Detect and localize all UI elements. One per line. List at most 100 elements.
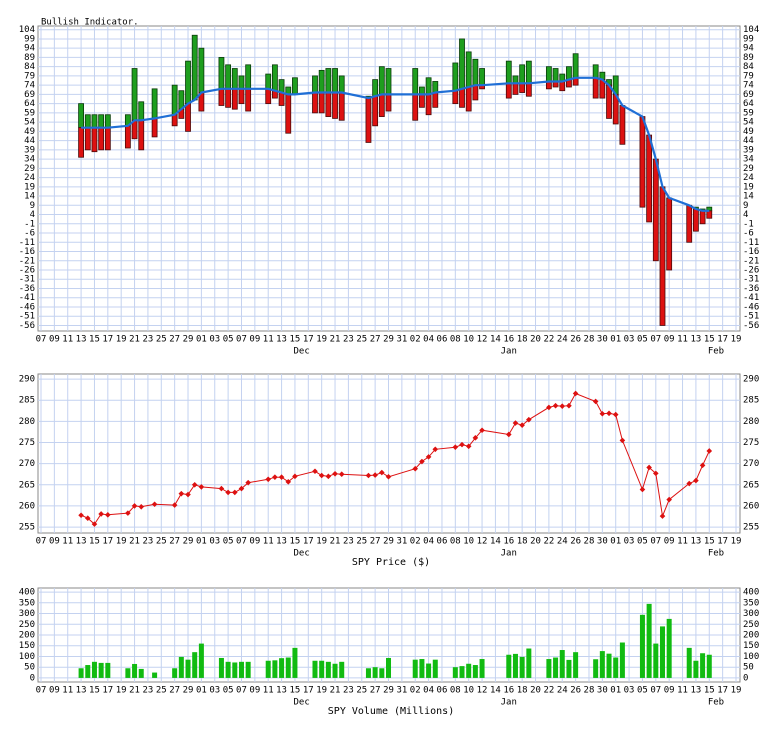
y-tick-label: 255 — [19, 523, 35, 533]
x-tick-label: 04 — [423, 537, 434, 547]
x-tick-label: 09 — [49, 686, 60, 696]
x-tick-label: 23 — [143, 686, 154, 696]
x-tick-label: 22 — [543, 686, 554, 696]
volume-bar — [232, 662, 238, 678]
y-tick-label-right: 34 — [743, 155, 754, 165]
y-tick-label: 4 — [30, 210, 35, 220]
x-tick-label: 19 — [731, 335, 742, 345]
month-label: Dec — [293, 698, 309, 708]
volume-bar — [546, 659, 552, 678]
y-tick-label-right: 300 — [743, 609, 759, 619]
x-tick-label: 30 — [597, 537, 608, 547]
panel: 07 09 11 13 15 17 19 21 23 25 27 29 01 03 05 07 09 11 13 15… — [19, 18, 760, 357]
x-tick-label: 05 — [223, 537, 234, 547]
x-tick-label: 09 — [249, 335, 260, 345]
volume-bar — [613, 657, 619, 678]
x-tick-label: 29 — [183, 335, 194, 345]
x-tick-label: 04 — [423, 335, 434, 345]
down-bar — [338, 92, 345, 121]
price-marker — [592, 398, 599, 405]
x-tick-label: 30 — [597, 335, 608, 345]
volume-bar — [105, 662, 111, 678]
x-tick-label: 29 — [383, 335, 394, 345]
volume-bar — [238, 661, 244, 678]
up-bar — [545, 66, 552, 82]
x-tick-label: 17 — [717, 537, 728, 547]
x-tick-label: 21 — [330, 537, 341, 547]
x-tick-label: 07 — [236, 335, 247, 345]
price-marker — [218, 485, 225, 492]
y-tick-label-right: -26 — [743, 266, 759, 276]
y-tick-label: -41 — [19, 293, 35, 303]
price-marker — [131, 503, 138, 509]
up-bar — [278, 79, 285, 93]
volume-bar — [566, 659, 572, 678]
up-bar — [452, 62, 459, 92]
x-tick-label: 02 — [410, 335, 421, 345]
down-bar — [225, 88, 232, 108]
up-bar — [378, 66, 385, 95]
up-bar — [198, 47, 205, 93]
down-bar — [78, 127, 84, 158]
x-tick-label: 17 — [303, 335, 314, 345]
volume-bar — [526, 648, 532, 678]
y-tick-label-right: -21 — [743, 256, 759, 266]
volume-bar — [606, 653, 612, 678]
x-axis-label: SPY Volume (Millions) — [328, 706, 454, 717]
y-tick-label-right: 44 — [743, 136, 754, 146]
x-tick-label: 09 — [664, 335, 675, 345]
x-tick-label: 17 — [102, 335, 113, 345]
volume-bar — [700, 653, 706, 678]
x-tick-label: 11 — [263, 537, 274, 547]
y-tick-label-right: 84 — [743, 62, 754, 72]
price-marker — [312, 468, 318, 475]
down-bar — [325, 92, 332, 117]
down-bar — [592, 77, 599, 99]
up-bar — [338, 75, 345, 93]
x-tick-label: 03 — [624, 686, 635, 696]
price-marker — [98, 511, 104, 517]
down-bar — [519, 82, 526, 93]
x-tick-label: 27 — [169, 686, 180, 696]
y-tick-label-right: -56 — [743, 321, 759, 331]
down-bar — [639, 116, 646, 208]
x-tick-label: 17 — [717, 686, 728, 696]
x-tick-label: 26 — [570, 335, 581, 345]
x-tick-label: 05 — [637, 335, 648, 345]
x-tick-label: 03 — [209, 686, 220, 696]
up-bar — [332, 68, 338, 93]
down-bar — [559, 81, 566, 92]
price-marker — [238, 485, 245, 492]
volume-bar — [172, 668, 178, 678]
down-bar — [278, 92, 285, 106]
x-tick-label: 01 — [610, 537, 621, 547]
x-tick-label: 19 — [316, 335, 327, 345]
y-tick-label-right: 150 — [743, 641, 759, 651]
x-tick-label: 13 — [76, 686, 87, 696]
down-bar — [245, 88, 252, 112]
x-tick-label: 27 — [169, 335, 180, 345]
y-tick-label-right: 69 — [743, 90, 754, 100]
price-marker — [105, 512, 111, 518]
down-bar — [91, 127, 98, 153]
y-tick-label: -21 — [19, 256, 35, 266]
y-tick-label-right: -31 — [743, 275, 759, 285]
y-tick-label: 250 — [19, 620, 35, 630]
price-marker — [619, 437, 626, 444]
y-tick-label-right: 59 — [743, 108, 754, 118]
x-tick-label: 04 — [423, 686, 434, 696]
down-bar — [459, 88, 465, 108]
x-axis-label: SPY Price ($) — [352, 557, 430, 568]
x-tick-label: 09 — [664, 686, 675, 696]
down-bar — [332, 92, 338, 119]
x-tick-label: 21 — [330, 686, 341, 696]
x-tick-label: 13 — [690, 686, 701, 696]
x-tick-label: 25 — [156, 686, 167, 696]
y-tick-label-right: -11 — [743, 238, 759, 248]
x-tick-label: 07 — [650, 686, 661, 696]
down-bar — [432, 92, 439, 108]
x-tick-label: 24 — [557, 335, 568, 345]
up-bar — [592, 64, 599, 79]
down-bar — [171, 114, 178, 127]
